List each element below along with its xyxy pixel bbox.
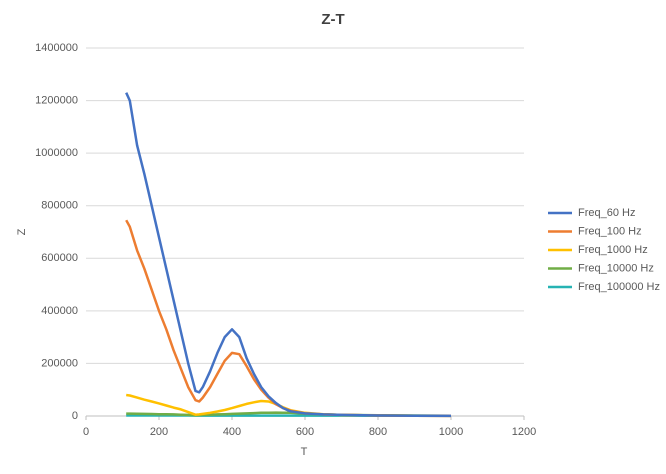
legend-label: Freq_100 Hz — [578, 225, 642, 237]
x-tick-label: 1000 — [439, 426, 463, 438]
series-line — [125, 92, 452, 418]
y-tick-label: 1200000 — [35, 94, 78, 106]
y-tick-label: 600000 — [41, 252, 78, 264]
y-tick-label: 200000 — [41, 357, 78, 369]
y-axis-label: Z — [16, 228, 28, 235]
y-tick-label: 0 — [72, 410, 78, 422]
x-tick-label: 1200 — [512, 426, 536, 438]
y-tick-label: 1400000 — [35, 42, 78, 54]
y-tick-label: 400000 — [41, 305, 78, 317]
x-tick-label: 800 — [369, 426, 387, 438]
series-line — [125, 219, 452, 418]
y-tick-label: 800000 — [41, 200, 78, 212]
chart-title: Z-T — [321, 11, 344, 28]
x-tick-label: 400 — [223, 426, 241, 438]
x-tick-label: 600 — [296, 426, 314, 438]
x-tick-label: 0 — [83, 426, 89, 438]
x-tick-label: 200 — [150, 426, 168, 438]
legend-label: Freq_100000 Hz — [578, 281, 660, 293]
legend-label: Freq_60 Hz — [578, 207, 635, 219]
x-axis-label: T — [301, 446, 308, 458]
legend-label: Freq_1000 Hz — [578, 244, 648, 256]
y-tick-label: 1000000 — [35, 147, 78, 159]
legend-label: Freq_10000 Hz — [578, 262, 654, 274]
